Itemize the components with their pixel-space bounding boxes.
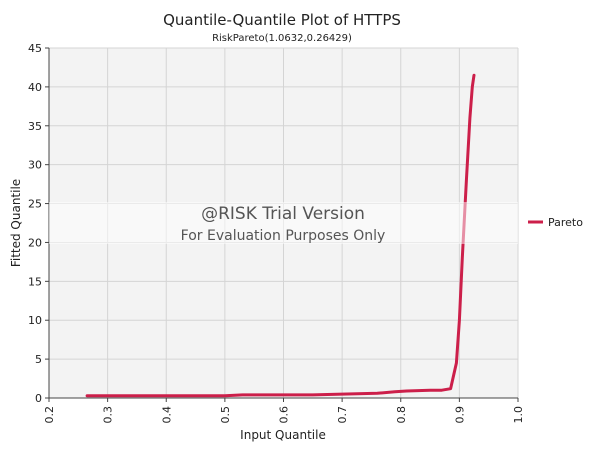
y-tick-label: 20 xyxy=(28,236,42,249)
chart-subtitle: RiskPareto(1.0632,0.26429) xyxy=(212,33,352,44)
y-tick-label: 35 xyxy=(28,120,42,133)
y-tick-label: 0 xyxy=(35,392,42,405)
y-tick-label: 10 xyxy=(28,314,42,327)
y-tick-label: 40 xyxy=(28,81,42,94)
x-tick-label: 0.2 xyxy=(43,406,56,424)
x-tick-label: 0.6 xyxy=(278,406,291,424)
chart-title: Quantile-Quantile Plot of HTTPS xyxy=(163,11,401,29)
x-tick-label: 0.7 xyxy=(336,406,349,424)
x-tick-label: 0.8 xyxy=(395,406,408,424)
x-tick-label: 1.0 xyxy=(512,406,525,424)
y-tick-label: 5 xyxy=(35,353,42,366)
x-tick-label: 0.5 xyxy=(219,406,232,424)
x-axis-label: Input Quantile xyxy=(240,428,326,442)
y-axis-label: Fitted Quantile xyxy=(9,179,23,267)
legend-label: Pareto xyxy=(548,216,583,229)
y-tick-label: 25 xyxy=(28,198,42,211)
y-tick-label: 45 xyxy=(28,42,42,55)
x-tick-label: 0.9 xyxy=(453,406,466,424)
watermark-subtitle: For Evaluation Purposes Only xyxy=(181,228,386,244)
x-tick-label: 0.4 xyxy=(160,406,173,424)
y-tick-label: 30 xyxy=(28,159,42,172)
watermark-title: @RISK Trial Version xyxy=(201,204,365,224)
y-tick-label: 15 xyxy=(28,275,42,288)
legend: Pareto xyxy=(528,216,583,229)
x-tick-label: 0.3 xyxy=(102,406,115,424)
